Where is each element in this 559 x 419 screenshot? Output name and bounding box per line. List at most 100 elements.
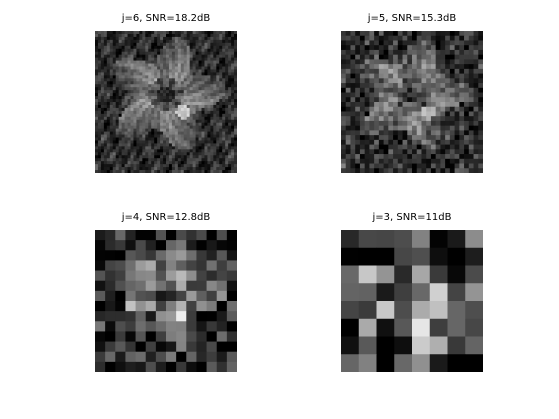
image-pixel bbox=[350, 130, 356, 136]
image-pixel bbox=[341, 97, 347, 103]
image-pixel bbox=[192, 155, 196, 159]
image-pixel bbox=[213, 36, 217, 41]
image-pixel bbox=[183, 125, 188, 130]
image-pixel bbox=[454, 68, 460, 74]
image-pixel bbox=[100, 152, 105, 156]
image-pixel bbox=[213, 161, 217, 165]
image-pixel bbox=[151, 125, 155, 130]
image-pixel bbox=[186, 90, 191, 94]
image-pixel bbox=[440, 130, 446, 136]
image-pixel bbox=[204, 102, 208, 106]
image-pixel bbox=[216, 87, 220, 91]
image-pixel bbox=[449, 168, 455, 173]
image-pixel bbox=[228, 84, 232, 88]
image-pixel bbox=[228, 149, 232, 153]
image-pixel bbox=[166, 137, 170, 141]
image-pixel bbox=[231, 54, 235, 59]
image-pixel bbox=[171, 146, 176, 150]
image-pixel bbox=[157, 72, 161, 76]
image-pixel bbox=[355, 144, 361, 150]
image-pixel bbox=[383, 163, 389, 169]
image-pixel bbox=[154, 140, 158, 144]
image-pixel bbox=[180, 81, 185, 85]
image-pixel bbox=[160, 39, 164, 44]
image-pixel bbox=[106, 170, 111, 173]
image-pixel bbox=[112, 149, 117, 153]
image-pixel bbox=[459, 35, 465, 41]
image-pixel bbox=[407, 68, 413, 74]
image-pixel bbox=[228, 152, 232, 156]
image-pixel bbox=[397, 158, 403, 164]
image-pixel bbox=[142, 33, 146, 38]
image-pixel bbox=[100, 110, 105, 115]
image-pixel bbox=[154, 161, 158, 165]
image-pixel bbox=[151, 146, 155, 150]
image-pixel bbox=[100, 96, 105, 100]
image-pixel bbox=[440, 125, 446, 131]
image-pixel bbox=[155, 301, 167, 312]
image-pixel bbox=[210, 87, 214, 91]
image-pixel bbox=[369, 73, 375, 79]
image-pixel bbox=[160, 125, 164, 130]
image-pixel bbox=[364, 59, 370, 65]
image-pixel bbox=[139, 84, 143, 88]
image-pixel bbox=[231, 99, 235, 103]
image-pixel bbox=[168, 110, 173, 115]
image-pixel bbox=[231, 90, 235, 94]
image-pixel bbox=[225, 31, 229, 35]
image-pixel bbox=[407, 92, 413, 98]
image-pixel bbox=[228, 102, 232, 106]
image-pixel bbox=[383, 73, 389, 79]
image-pixel bbox=[421, 35, 427, 41]
image-pixel bbox=[473, 45, 479, 51]
image-pixel bbox=[133, 36, 137, 41]
image-pixel bbox=[195, 164, 199, 168]
image-pixel bbox=[177, 119, 182, 124]
image-pixel bbox=[133, 33, 137, 38]
image-pixel bbox=[136, 51, 140, 56]
image-pixel bbox=[459, 102, 465, 108]
image-pixel bbox=[189, 78, 194, 82]
image-pixel bbox=[109, 140, 114, 144]
image-pixel bbox=[210, 113, 214, 118]
image-pixel bbox=[133, 93, 137, 97]
image-pixel bbox=[171, 110, 176, 115]
image-pixel bbox=[130, 60, 134, 64]
image-pixel bbox=[130, 161, 134, 165]
image-pixel bbox=[100, 84, 105, 88]
image-pixel bbox=[393, 31, 399, 37]
image-pixel bbox=[454, 49, 460, 56]
image-pixel bbox=[412, 54, 418, 60]
image-pixel bbox=[130, 75, 134, 79]
image-pixel bbox=[449, 154, 455, 160]
image-pixel bbox=[222, 57, 226, 61]
image-pixel bbox=[213, 134, 217, 138]
image-pixel bbox=[219, 66, 223, 70]
image-pixel bbox=[163, 107, 167, 112]
image-pixel bbox=[464, 92, 470, 98]
image-pixel bbox=[163, 51, 167, 56]
image-pixel bbox=[341, 139, 347, 145]
image-pixel bbox=[412, 168, 418, 173]
image-pixel bbox=[234, 81, 237, 85]
image-pixel bbox=[133, 69, 137, 73]
image-pixel bbox=[364, 163, 370, 169]
image-pixel bbox=[157, 60, 161, 64]
image-pixel bbox=[136, 170, 140, 173]
image-pixel bbox=[180, 167, 185, 171]
image-pixel bbox=[426, 111, 432, 117]
image-pixel bbox=[374, 92, 380, 98]
image-pixel bbox=[388, 135, 394, 141]
image-pixel bbox=[222, 116, 226, 121]
image-pixel bbox=[210, 75, 214, 79]
image-pixel bbox=[426, 120, 432, 127]
image-pixel bbox=[430, 83, 437, 89]
image-pixel bbox=[378, 73, 384, 79]
image-pixel bbox=[171, 113, 176, 118]
image-pixel bbox=[355, 102, 361, 108]
image-pixel bbox=[103, 149, 108, 153]
image-pixel bbox=[376, 230, 395, 249]
image-pixel bbox=[97, 119, 102, 124]
image-pixel bbox=[142, 45, 146, 50]
image-pixel bbox=[393, 40, 399, 46]
